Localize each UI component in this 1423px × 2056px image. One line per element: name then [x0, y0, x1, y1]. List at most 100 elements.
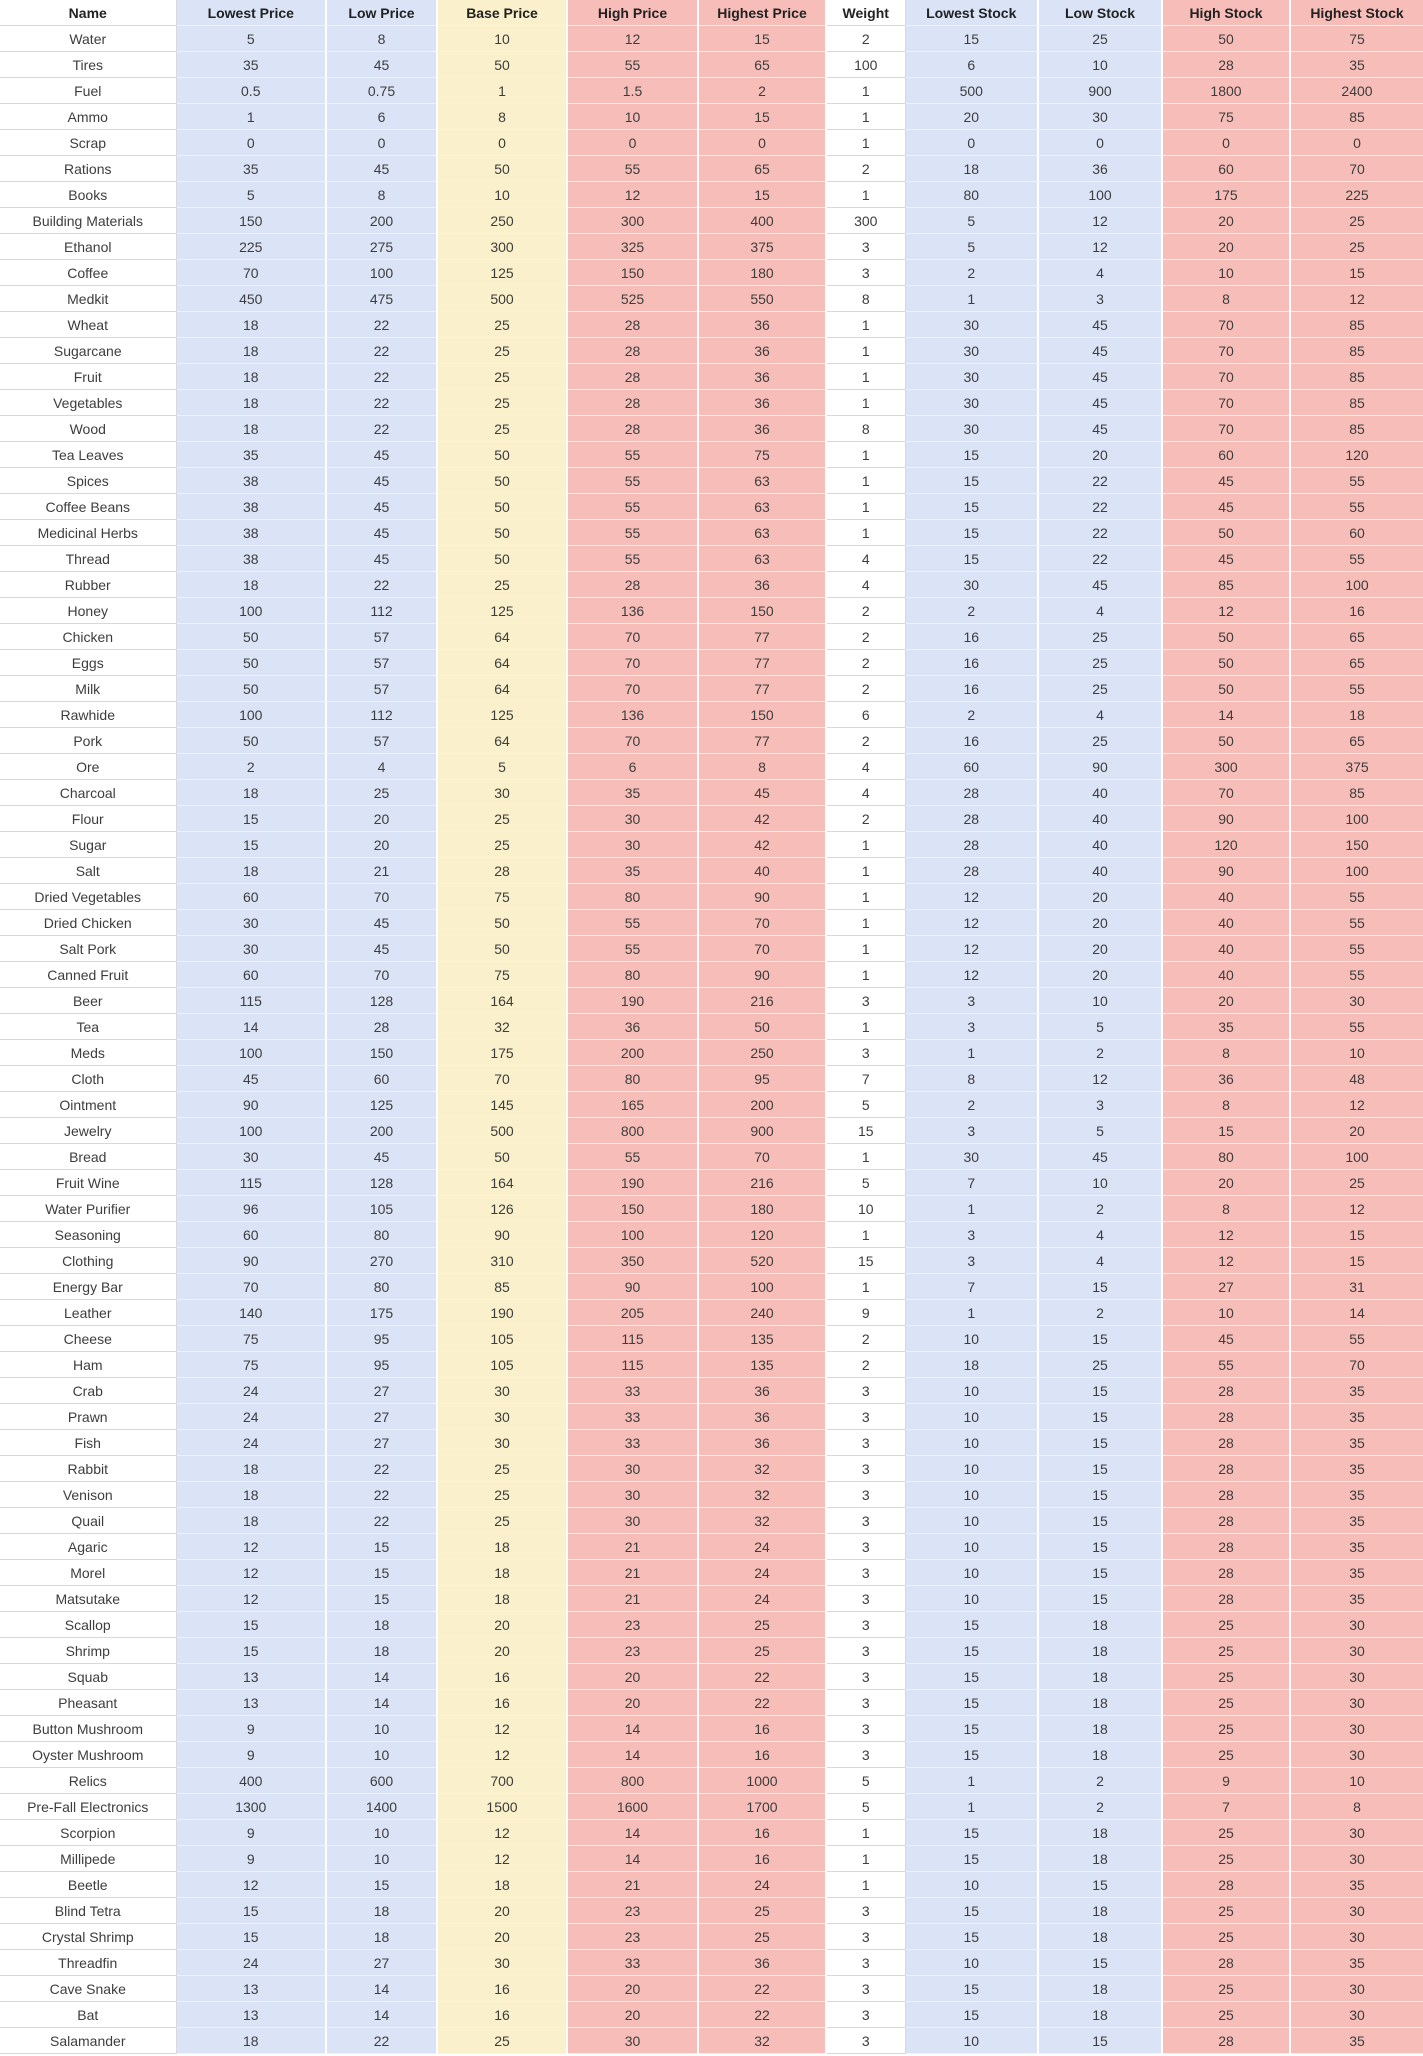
value-cell-low-price[interactable]: 80 — [326, 1273, 438, 1300]
value-cell-lowest-stock[interactable]: 0 — [905, 129, 1039, 156]
value-cell-high-price[interactable]: 70 — [567, 623, 699, 650]
value-cell-highest-price[interactable]: 25 — [698, 1637, 827, 1664]
value-cell-weight[interactable]: 1 — [826, 1845, 906, 1872]
item-name-cell[interactable]: Vegetables — [0, 389, 177, 416]
value-cell-base-price[interactable]: 30 — [437, 1949, 568, 1976]
value-cell-lowest-price[interactable]: 9 — [176, 1741, 327, 1768]
value-cell-low-stock[interactable]: 18 — [1038, 1663, 1163, 1690]
value-cell-highest-price[interactable]: 16 — [698, 1715, 827, 1742]
item-name-cell[interactable]: Rubber — [0, 571, 177, 598]
value-cell-highest-stock[interactable]: 35 — [1290, 1429, 1423, 1456]
item-name-cell[interactable]: Medicinal Herbs — [0, 519, 177, 546]
value-cell-low-stock[interactable]: 36 — [1038, 155, 1163, 182]
value-cell-low-stock[interactable]: 2 — [1038, 1767, 1163, 1794]
value-cell-high-stock[interactable]: 28 — [1162, 51, 1291, 78]
value-cell-lowest-stock[interactable]: 18 — [905, 1351, 1039, 1378]
item-name-cell[interactable]: Pork — [0, 727, 177, 754]
value-cell-highest-stock[interactable]: 18 — [1290, 701, 1423, 728]
value-cell-highest-stock[interactable]: 85 — [1290, 363, 1423, 390]
value-cell-base-price[interactable]: 30 — [437, 1429, 568, 1456]
value-cell-lowest-stock[interactable]: 10 — [905, 1871, 1039, 1898]
value-cell-lowest-stock[interactable]: 3 — [905, 987, 1039, 1014]
item-name-cell[interactable]: Canned Fruit — [0, 961, 177, 988]
value-cell-highest-price[interactable]: 250 — [698, 1039, 827, 1066]
value-cell-base-price[interactable]: 50 — [437, 519, 568, 546]
value-cell-lowest-price[interactable]: 5 — [176, 181, 327, 208]
value-cell-high-stock[interactable]: 28 — [1162, 1455, 1291, 1482]
value-cell-low-price[interactable]: 8 — [326, 181, 438, 208]
value-cell-lowest-price[interactable]: 38 — [176, 519, 327, 546]
value-cell-high-price[interactable]: 35 — [567, 779, 699, 806]
column-header-name[interactable]: Name — [0, 0, 177, 26]
value-cell-weight[interactable]: 1 — [826, 831, 906, 858]
item-name-cell[interactable]: Fruit Wine — [0, 1169, 177, 1196]
value-cell-low-stock[interactable]: 4 — [1038, 1221, 1163, 1248]
value-cell-low-stock[interactable]: 18 — [1038, 1897, 1163, 1924]
value-cell-highest-stock[interactable]: 55 — [1290, 883, 1423, 910]
value-cell-highest-stock[interactable]: 30 — [1290, 1689, 1423, 1716]
value-cell-base-price[interactable]: 30 — [437, 1403, 568, 1430]
value-cell-highest-stock[interactable]: 12 — [1290, 1091, 1423, 1118]
value-cell-high-stock[interactable]: 28 — [1162, 1559, 1291, 1586]
value-cell-highest-stock[interactable]: 48 — [1290, 1065, 1423, 1092]
value-cell-low-stock[interactable]: 12 — [1038, 207, 1163, 234]
value-cell-weight[interactable]: 3 — [826, 1741, 906, 1768]
value-cell-highest-stock[interactable]: 35 — [1290, 1377, 1423, 1404]
value-cell-highest-price[interactable]: 1700 — [698, 1793, 827, 1820]
item-name-cell[interactable]: Dried Vegetables — [0, 883, 177, 910]
value-cell-low-stock[interactable]: 3 — [1038, 1091, 1163, 1118]
item-name-cell[interactable]: Squab — [0, 1663, 177, 1690]
value-cell-highest-price[interactable]: 77 — [698, 623, 827, 650]
value-cell-high-price[interactable]: 14 — [567, 1845, 699, 1872]
value-cell-high-price[interactable]: 136 — [567, 597, 699, 624]
value-cell-base-price[interactable]: 5 — [437, 753, 568, 780]
value-cell-low-price[interactable]: 128 — [326, 987, 438, 1014]
value-cell-lowest-stock[interactable]: 3 — [905, 1117, 1039, 1144]
value-cell-highest-stock[interactable]: 14 — [1290, 1299, 1423, 1326]
column-header-low-stock[interactable]: Low Stock — [1038, 0, 1163, 26]
value-cell-high-stock[interactable]: 80 — [1162, 1143, 1291, 1170]
value-cell-low-stock[interactable]: 40 — [1038, 779, 1163, 806]
item-name-cell[interactable]: Coffee — [0, 259, 177, 286]
value-cell-low-price[interactable]: 45 — [326, 1143, 438, 1170]
value-cell-highest-stock[interactable]: 225 — [1290, 181, 1423, 208]
value-cell-highest-stock[interactable]: 35 — [1290, 1533, 1423, 1560]
value-cell-highest-stock[interactable]: 100 — [1290, 857, 1423, 884]
value-cell-low-price[interactable]: 125 — [326, 1091, 438, 1118]
value-cell-highest-stock[interactable]: 85 — [1290, 337, 1423, 364]
value-cell-lowest-stock[interactable]: 28 — [905, 779, 1039, 806]
value-cell-base-price[interactable]: 12 — [437, 1845, 568, 1872]
value-cell-high-stock[interactable]: 12 — [1162, 1221, 1291, 1248]
value-cell-high-stock[interactable]: 70 — [1162, 415, 1291, 442]
item-name-cell[interactable]: Sugar — [0, 831, 177, 858]
value-cell-highest-price[interactable]: 180 — [698, 1195, 827, 1222]
value-cell-high-stock[interactable]: 27 — [1162, 1273, 1291, 1300]
value-cell-highest-stock[interactable]: 20 — [1290, 1117, 1423, 1144]
value-cell-high-price[interactable]: 21 — [567, 1559, 699, 1586]
value-cell-weight[interactable]: 1 — [826, 883, 906, 910]
value-cell-base-price[interactable]: 64 — [437, 649, 568, 676]
value-cell-high-stock[interactable]: 28 — [1162, 1481, 1291, 1508]
value-cell-low-stock[interactable]: 15 — [1038, 1949, 1163, 1976]
value-cell-lowest-stock[interactable]: 30 — [905, 311, 1039, 338]
value-cell-low-stock[interactable]: 45 — [1038, 571, 1163, 598]
value-cell-low-stock[interactable]: 40 — [1038, 831, 1163, 858]
item-name-cell[interactable]: Chicken — [0, 623, 177, 650]
item-name-cell[interactable]: Leather — [0, 1299, 177, 1326]
value-cell-low-stock[interactable]: 10 — [1038, 987, 1163, 1014]
value-cell-high-price[interactable]: 28 — [567, 571, 699, 598]
value-cell-low-price[interactable]: 175 — [326, 1299, 438, 1326]
item-name-cell[interactable]: Salamander — [0, 2027, 177, 2054]
value-cell-low-stock[interactable]: 25 — [1038, 25, 1163, 52]
value-cell-base-price[interactable]: 50 — [437, 493, 568, 520]
value-cell-weight[interactable]: 1 — [826, 441, 906, 468]
value-cell-lowest-price[interactable]: 13 — [176, 1975, 327, 2002]
item-name-cell[interactable]: Fuel — [0, 77, 177, 104]
value-cell-base-price[interactable]: 64 — [437, 727, 568, 754]
value-cell-lowest-price[interactable]: 24 — [176, 1403, 327, 1430]
item-name-cell[interactable]: Salt Pork — [0, 935, 177, 962]
value-cell-base-price[interactable]: 70 — [437, 1065, 568, 1092]
value-cell-highest-price[interactable]: 0 — [698, 129, 827, 156]
value-cell-high-price[interactable]: 0 — [567, 129, 699, 156]
value-cell-weight[interactable]: 3 — [826, 987, 906, 1014]
